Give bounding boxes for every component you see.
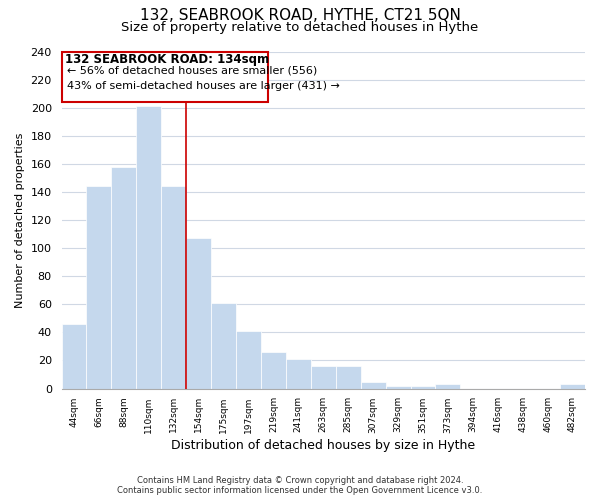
Bar (336, 366, 361, 388)
FancyBboxPatch shape (62, 52, 268, 102)
Bar (136, 106, 161, 388)
Bar (436, 384, 460, 388)
Bar (62, 324, 86, 388)
Bar (211, 303, 236, 388)
Bar (560, 384, 585, 388)
X-axis label: Distribution of detached houses by size in Hythe: Distribution of detached houses by size … (171, 440, 475, 452)
Y-axis label: Number of detached properties: Number of detached properties (15, 132, 25, 308)
Text: Contains HM Land Registry data © Crown copyright and database right 2024.
Contai: Contains HM Land Registry data © Crown c… (118, 476, 482, 495)
Text: ← 56% of detached houses are smaller (556): ← 56% of detached houses are smaller (55… (67, 66, 317, 76)
Bar (286, 359, 311, 388)
Bar (361, 382, 386, 388)
Bar (410, 386, 436, 388)
Text: Size of property relative to detached houses in Hythe: Size of property relative to detached ho… (121, 22, 479, 35)
Bar (386, 386, 410, 388)
Bar (236, 331, 261, 388)
Bar (261, 352, 286, 389)
Bar (112, 166, 136, 388)
Bar (161, 186, 186, 388)
Bar (311, 366, 336, 388)
Text: 132, SEABROOK ROAD, HYTHE, CT21 5QN: 132, SEABROOK ROAD, HYTHE, CT21 5QN (140, 8, 460, 22)
Bar (186, 238, 211, 388)
Text: 132 SEABROOK ROAD: 134sqm: 132 SEABROOK ROAD: 134sqm (65, 53, 269, 66)
Bar (86, 186, 112, 388)
Text: 43% of semi-detached houses are larger (431) →: 43% of semi-detached houses are larger (… (67, 81, 340, 91)
